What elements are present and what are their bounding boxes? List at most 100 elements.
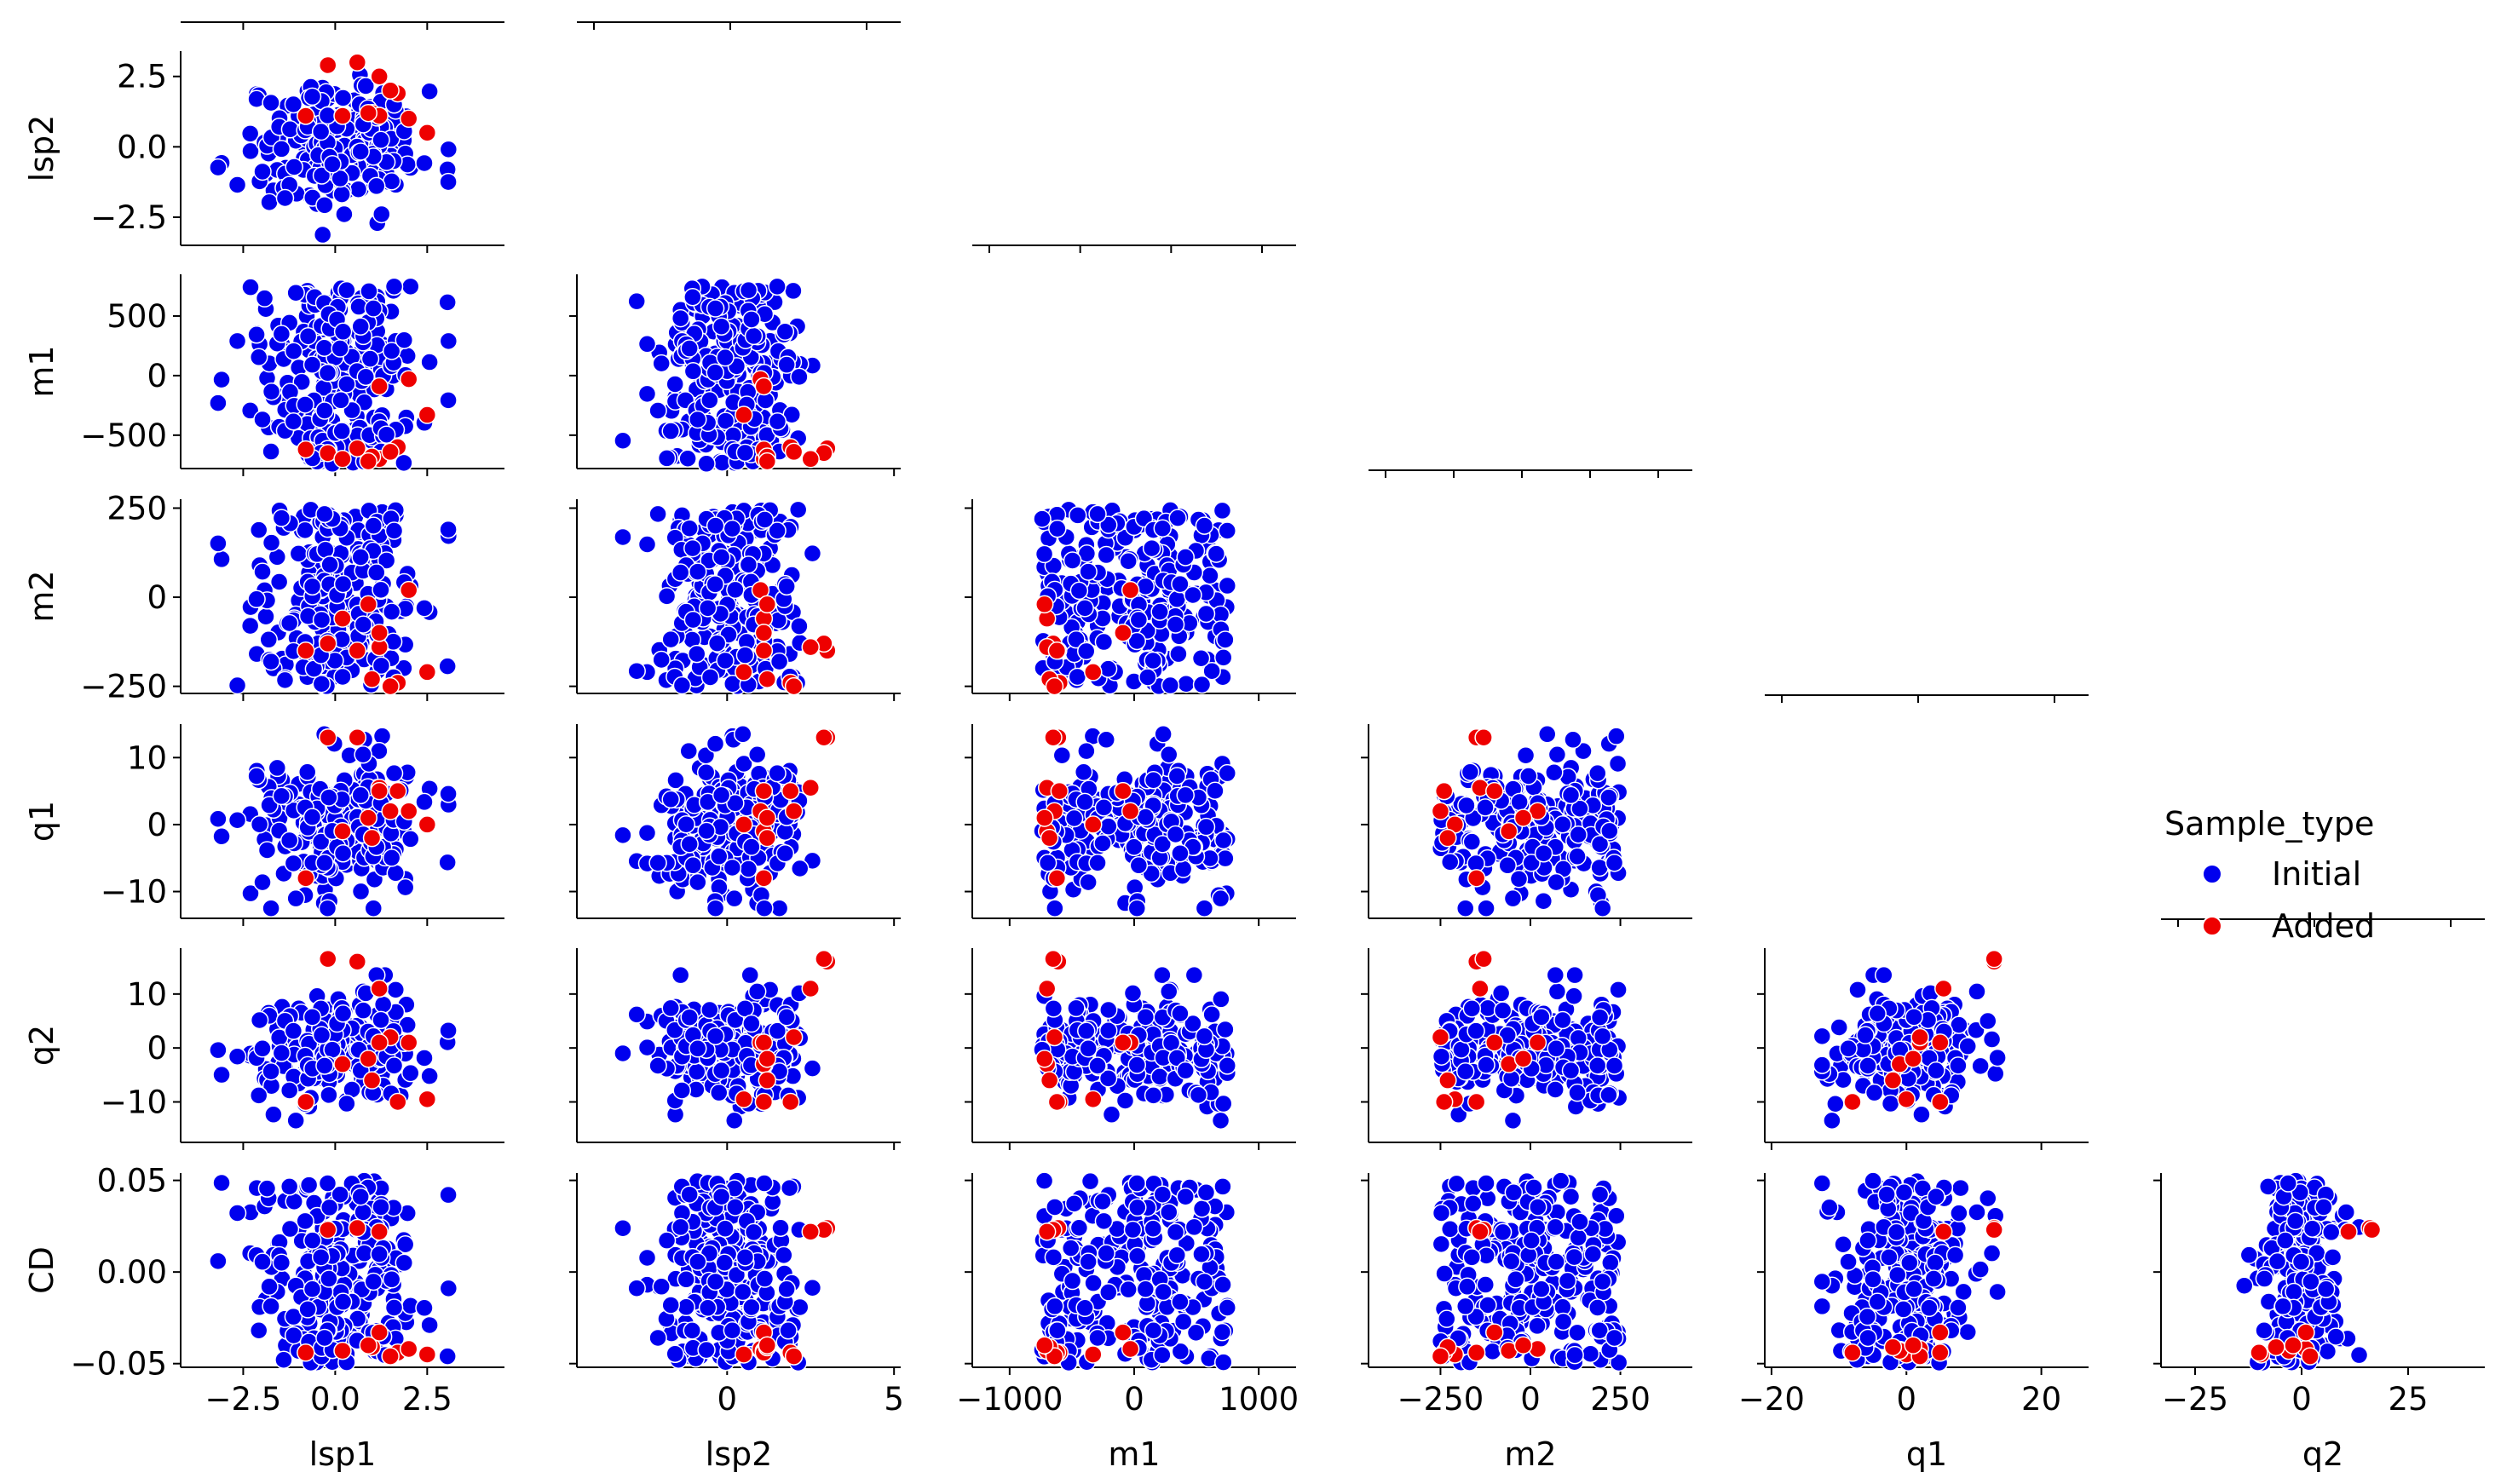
y-axis-label-m2: m2 — [23, 570, 61, 622]
point-added — [333, 450, 352, 469]
point-initial — [1046, 899, 1064, 917]
point-initial — [420, 82, 439, 101]
point-initial — [228, 811, 247, 830]
point-initial — [1546, 1217, 1565, 1237]
point-initial — [1213, 501, 1232, 521]
point-initial — [315, 1328, 334, 1348]
point-initial — [1173, 860, 1193, 878]
point-initial — [1546, 965, 1565, 985]
point-initial — [1166, 1222, 1185, 1242]
point-initial — [1153, 519, 1173, 538]
point-initial — [303, 577, 322, 596]
point-initial — [697, 1340, 716, 1360]
point-added — [1114, 624, 1132, 642]
point-added — [399, 802, 418, 820]
point-initial — [1136, 1008, 1155, 1027]
point-initial — [286, 889, 305, 908]
point-initial — [401, 277, 420, 296]
point-initial — [1599, 1085, 1618, 1105]
point-added — [381, 802, 400, 820]
y-tick-label: 2.5 — [117, 59, 167, 95]
point-initial — [687, 644, 706, 664]
point-initial — [1561, 785, 1581, 805]
point-initial — [1184, 1217, 1204, 1237]
point-initial — [240, 616, 260, 636]
point-initial — [1166, 825, 1185, 844]
point-initial — [1478, 998, 1497, 1018]
y-tick-label: −10 — [101, 874, 167, 911]
point-added — [784, 1027, 804, 1047]
point-initial — [312, 674, 331, 693]
point-initial — [297, 762, 317, 781]
point-initial — [648, 401, 667, 420]
point-initial — [742, 1297, 761, 1317]
point-initial — [1176, 1061, 1195, 1080]
point-initial — [1609, 981, 1628, 999]
point-initial — [784, 281, 803, 301]
point-initial — [1491, 984, 1511, 1003]
panel-lsp2-vs-lsp1: 2.50.0−2.5 — [90, 51, 504, 253]
point-initial — [1569, 1228, 1588, 1247]
point-initial — [1153, 1345, 1172, 1365]
point-initial — [1097, 545, 1115, 565]
point-initial — [689, 1252, 707, 1271]
point-initial — [250, 814, 269, 834]
point-initial — [1123, 1220, 1143, 1240]
point-initial — [320, 1085, 338, 1105]
point-added — [1474, 949, 1493, 969]
panel-CD-vs-m2: −250 0 250 — [1361, 1171, 1692, 1418]
point-initial — [1168, 509, 1187, 527]
point-initial — [790, 859, 810, 878]
point-initial — [333, 89, 353, 107]
x-tick-label: −250 — [1397, 1381, 1484, 1418]
point-initial — [364, 1272, 383, 1291]
point-initial — [331, 391, 350, 410]
point-initial — [209, 1251, 228, 1271]
point-initial — [420, 1067, 439, 1085]
point-initial — [1088, 504, 1107, 524]
point-initial — [372, 656, 391, 676]
point-initial — [384, 521, 404, 540]
point-initial — [683, 610, 703, 630]
point-initial — [1098, 659, 1118, 678]
point-initial — [312, 1026, 331, 1044]
point-added — [1431, 802, 1450, 820]
point-initial — [284, 411, 303, 431]
point-added — [735, 1345, 753, 1364]
x-tick-label: 0 — [1124, 1381, 1144, 1418]
point-initial — [1160, 982, 1178, 1001]
point-initial — [1213, 1275, 1232, 1294]
point-added — [389, 1092, 407, 1112]
point-initial — [769, 652, 789, 671]
point-added — [359, 1050, 377, 1068]
point-added — [1037, 1222, 1057, 1241]
point-initial — [1462, 1248, 1482, 1267]
point-initial — [1568, 847, 1587, 866]
point-initial — [296, 521, 314, 540]
point-initial — [257, 841, 277, 860]
point-initial — [1534, 891, 1553, 911]
point-initial — [331, 339, 349, 358]
point-initial — [1504, 1183, 1524, 1202]
point-initial — [683, 1321, 702, 1340]
point-added — [815, 728, 833, 747]
point-added — [735, 663, 753, 682]
point-added — [318, 634, 337, 653]
point-initial — [315, 854, 334, 872]
point-initial — [382, 602, 401, 621]
pairplot-panels: 2.50.0−2.5lsp25000−500m12500−250m2100−10… — [23, 21, 2485, 1473]
point-initial — [318, 1174, 337, 1193]
point-added — [1044, 949, 1063, 969]
y-tick-label: 0 — [147, 807, 167, 843]
point-initial — [299, 1176, 319, 1194]
point-initial — [1547, 745, 1567, 764]
point-initial — [247, 590, 266, 609]
point-added — [801, 1222, 820, 1241]
point-initial — [315, 401, 334, 420]
point-initial — [1064, 1194, 1084, 1213]
point-initial — [712, 317, 731, 336]
point-initial — [1138, 668, 1157, 687]
point-initial — [1123, 984, 1143, 1003]
y-tick-label: −250 — [80, 669, 167, 705]
point-initial — [1213, 831, 1233, 850]
